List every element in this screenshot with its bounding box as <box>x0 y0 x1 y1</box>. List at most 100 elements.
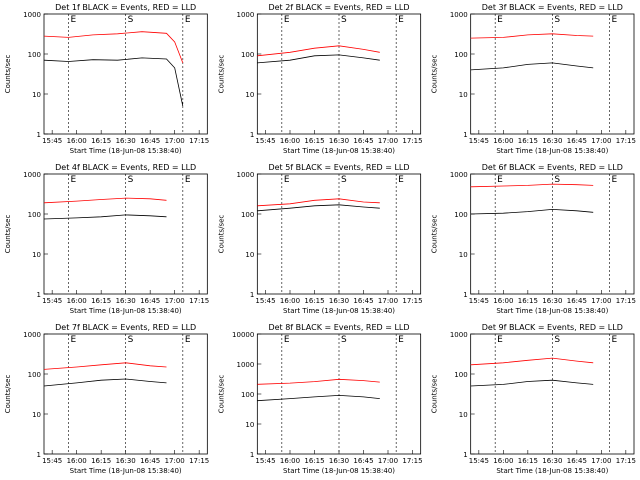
y-tick-label: 1000 <box>237 171 255 179</box>
x-axis-label: Start Time (18-Jun-08 15:38:40) <box>283 307 395 315</box>
y-axis-label: Counts/sec <box>4 55 12 94</box>
series-events <box>470 62 594 71</box>
y-tick-label: 1000 <box>23 331 41 339</box>
panel-title: Det 7f BLACK = Events, RED = LLD <box>55 323 196 332</box>
x-tick-label: 16:45 <box>353 457 373 465</box>
y-axis-label: Counts/sec <box>217 215 225 254</box>
x-tick-label: 16:00 <box>67 457 87 465</box>
y-tick-label: 1000 <box>23 11 41 19</box>
x-tick-label: 16:00 <box>280 297 300 305</box>
x-tick-label: 17:00 <box>165 137 185 145</box>
x-tick-label: 17:00 <box>165 457 185 465</box>
panel-title: Det 4f BLACK = Events, RED = LLD <box>55 163 196 172</box>
y-tick-label: 100 <box>28 371 41 379</box>
x-tick-label: 17:15 <box>189 297 209 305</box>
x-tick-label: 15:45 <box>42 457 62 465</box>
y-tick-label: 1000 <box>237 361 255 369</box>
x-tick-label: 15:45 <box>469 137 489 145</box>
series-events <box>257 204 380 212</box>
y-tick-label: 1 <box>250 291 254 299</box>
x-axis-label: Start Time (18-Jun-08 15:38:40) <box>283 467 395 475</box>
x-tick-label: 17:00 <box>591 137 611 145</box>
x-axis-label: Start Time (18-Jun-08 15:38:40) <box>70 147 182 155</box>
panel-title: Det 5f BLACK = Events, RED = LLD <box>268 163 409 172</box>
x-tick-label: 15:45 <box>469 457 489 465</box>
y-tick-label: 100 <box>454 211 467 219</box>
panel-5: Det 5f BLACK = Events, RED = LLD E S E 1 10 10… <box>217 163 422 315</box>
y-tick-label: 1000 <box>237 11 255 19</box>
panel-title: Det 3f BLACK = Events, RED = LLD <box>482 3 623 12</box>
x-tick-label: 17:15 <box>616 457 636 465</box>
marker-label: S <box>341 335 347 345</box>
y-axis-label: Counts/sec <box>217 55 225 94</box>
marker-label: S <box>341 175 347 185</box>
marker-label: S <box>128 15 134 25</box>
y-tick-label: 1000 <box>23 171 41 179</box>
x-tick-label: 16:00 <box>493 457 513 465</box>
x-tick-label: 16:30 <box>542 457 562 465</box>
marker-label: E <box>185 335 191 345</box>
panel-8: Det 8f BLACK = Events, RED = LLD E S E 1 10 10… <box>217 323 422 475</box>
marker-label: S <box>554 15 560 25</box>
y-tick-label: 100 <box>28 51 41 59</box>
marker-label: E <box>612 335 618 345</box>
y-tick-label: 1 <box>37 131 41 139</box>
x-tick-label: 17:15 <box>402 457 422 465</box>
x-tick-label: 17:15 <box>189 137 209 145</box>
x-tick-label: 16:15 <box>91 297 111 305</box>
y-axis-label: Counts/sec <box>217 375 225 414</box>
x-tick-label: 16:45 <box>140 457 160 465</box>
x-tick-label: 17:00 <box>591 457 611 465</box>
x-tick-label: 16:15 <box>518 297 538 305</box>
panel-title: Det 8f BLACK = Events, RED = LLD <box>268 323 409 332</box>
x-tick-label: 17:00 <box>165 297 185 305</box>
marker-label: E <box>497 335 503 345</box>
series-events <box>470 208 594 215</box>
y-tick-label: 10 <box>459 251 468 259</box>
marker-label: E <box>71 335 77 345</box>
panel-3: Det 3f BLACK = Events, RED = LLD E S E 1 10 10… <box>431 3 636 155</box>
y-tick-label: 100 <box>241 391 254 399</box>
x-tick-label: 16:00 <box>280 137 300 145</box>
series-lld <box>257 378 380 385</box>
y-tick-label: 100 <box>454 51 467 59</box>
x-axis-label: Start Time (18-Jun-08 15:38:40) <box>496 147 608 155</box>
y-axis-label: Counts/sec <box>431 375 439 414</box>
marker-label: E <box>71 175 77 185</box>
marker-label: E <box>398 175 404 185</box>
x-tick-label: 15:45 <box>469 297 489 305</box>
y-tick-label: 10 <box>32 411 41 419</box>
panel-1: Det 1f BLACK = Events, RED = LLD E S E 1 10 10… <box>4 3 209 155</box>
marker-label: S <box>128 335 134 345</box>
series-lld <box>470 357 594 366</box>
x-tick-label: 16:45 <box>140 137 160 145</box>
x-axis-label: Start Time (18-Jun-08 15:38:40) <box>70 307 182 315</box>
x-tick-label: 17:15 <box>402 297 422 305</box>
y-tick-label: 1000 <box>450 171 468 179</box>
x-tick-label: 16:30 <box>116 137 136 145</box>
y-tick-label: 100 <box>28 211 41 219</box>
x-tick-label: 16:45 <box>140 297 160 305</box>
x-axis-label: Start Time (18-Jun-08 15:38:40) <box>283 147 395 155</box>
panel-6: Det 6f BLACK = Events, RED = LLD E S E 1 10 10… <box>431 163 636 315</box>
y-tick-label: 1 <box>37 451 41 459</box>
y-tick-label: 10000 <box>232 331 254 339</box>
x-tick-label: 16:00 <box>493 137 513 145</box>
panel-title: Det 1f BLACK = Events, RED = LLD <box>55 3 196 12</box>
x-tick-label: 15:45 <box>255 137 275 145</box>
x-tick-label: 16:30 <box>116 457 136 465</box>
y-tick-label: 1 <box>250 131 254 139</box>
marker-label: S <box>341 15 347 25</box>
x-tick-label: 16:15 <box>91 457 111 465</box>
panel-title: Det 2f BLACK = Events, RED = LLD <box>268 3 409 12</box>
series-lld <box>470 33 594 39</box>
series-lld <box>257 45 380 57</box>
marker-label: E <box>497 15 503 25</box>
x-axis-label: Start Time (18-Jun-08 15:38:40) <box>70 467 182 475</box>
x-tick-label: 17:00 <box>591 297 611 305</box>
x-tick-label: 17:15 <box>616 137 636 145</box>
series-events <box>257 394 380 402</box>
x-tick-label: 15:45 <box>255 297 275 305</box>
series-lld <box>43 362 167 370</box>
